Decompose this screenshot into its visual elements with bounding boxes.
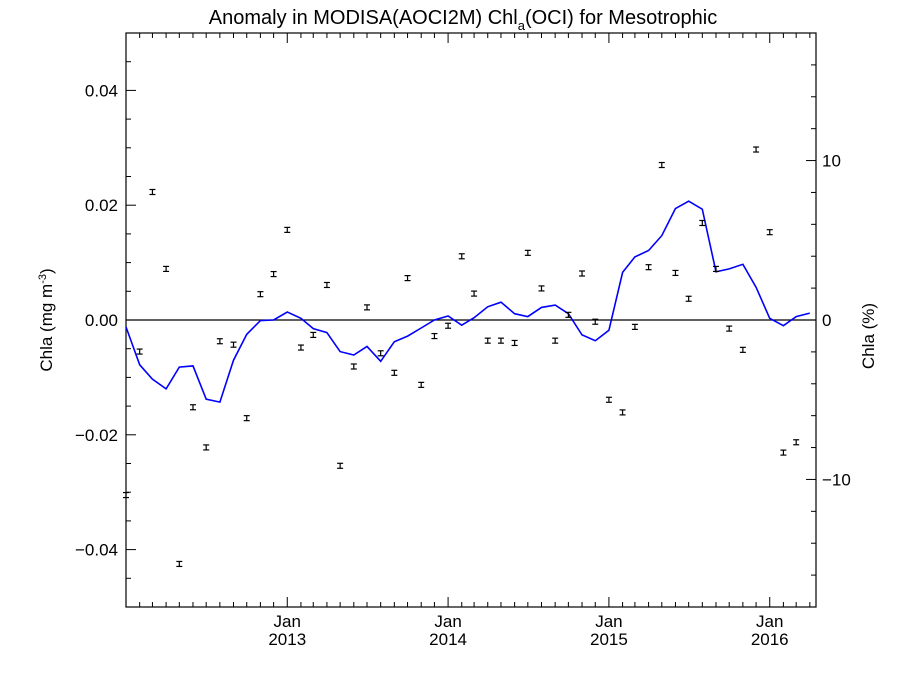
data-point <box>136 348 143 355</box>
x-tick-label-month: Jan <box>434 612 461 631</box>
data-point <box>524 249 531 256</box>
x-tick-label-year: 2016 <box>751 630 789 649</box>
data-point <box>699 219 706 227</box>
data-point <box>579 270 586 277</box>
x-tick-label-month: Jan <box>756 612 783 631</box>
data-point <box>766 229 773 236</box>
data-point <box>230 341 237 348</box>
data-point <box>149 188 156 196</box>
data-point <box>404 274 411 282</box>
data-point <box>431 332 438 340</box>
data-point <box>243 415 250 422</box>
data-point <box>592 318 599 325</box>
data-point <box>176 560 183 568</box>
y-axis-left-title: Chla (mg m-3) <box>37 268 56 371</box>
y-axis-left: −0.04 −0.02 0.00 0.02 0.04 <box>75 32 136 608</box>
data-point <box>538 285 545 292</box>
data-point <box>297 344 304 351</box>
data-point <box>216 338 223 345</box>
data-point <box>739 346 746 353</box>
y-tick-label-left: −0.02 <box>75 426 118 445</box>
data-point <box>552 337 559 344</box>
data-point <box>753 146 760 153</box>
data-point <box>726 325 733 332</box>
x-tick-label-year: 2015 <box>590 630 628 649</box>
data-point <box>712 265 719 273</box>
blue-series <box>126 200 810 404</box>
data-point <box>658 161 665 169</box>
data-point <box>605 396 612 403</box>
y-axis-right-title: Chla (%) <box>859 303 878 369</box>
data-point <box>780 449 787 456</box>
x-tick-label-month: Jan <box>274 612 301 631</box>
data-point <box>685 295 692 302</box>
black-series <box>123 146 800 568</box>
data-point <box>631 323 638 330</box>
data-point <box>619 409 626 416</box>
data-point <box>672 269 679 277</box>
x-tick-label-month: Jan <box>595 612 622 631</box>
y-tick-label-left: 0.00 <box>85 311 118 330</box>
chart-title: Anomaly in MODISA(AOCI2M) Chla(OCI) for … <box>209 7 717 33</box>
data-point <box>350 363 357 370</box>
data-point <box>189 404 196 411</box>
y-axis-right: −10 0 10 <box>806 32 851 608</box>
data-point <box>471 290 478 297</box>
data-point <box>793 439 800 446</box>
data-point <box>484 337 491 344</box>
y-tick-label-left: 0.04 <box>85 81 118 100</box>
data-point <box>310 331 317 339</box>
y-tick-label-right: 10 <box>822 152 841 171</box>
y-tick-label-left: −0.04 <box>75 541 118 560</box>
data-point <box>203 444 210 451</box>
data-point <box>377 350 384 357</box>
data-point <box>565 311 572 318</box>
data-point <box>123 491 129 499</box>
blue-series-line <box>126 200 810 404</box>
data-point <box>497 337 504 344</box>
data-point <box>323 281 330 289</box>
data-point <box>284 226 291 233</box>
y-tick-label-left: 0.02 <box>85 196 118 215</box>
data-point <box>364 304 371 311</box>
data-point <box>445 322 452 329</box>
data-point <box>645 264 652 271</box>
data-point <box>163 265 170 273</box>
x-tick-label-year: 2014 <box>429 630 467 649</box>
y-tick-label-right: 0 <box>822 311 831 330</box>
data-point <box>458 253 465 260</box>
data-point <box>337 462 344 469</box>
x-tick-label-year: 2013 <box>268 630 306 649</box>
data-point <box>418 381 425 388</box>
data-point <box>511 339 518 347</box>
data-point <box>391 369 398 376</box>
y-tick-label-right: −10 <box>822 470 851 489</box>
data-point <box>270 270 277 278</box>
data-point <box>257 291 264 298</box>
